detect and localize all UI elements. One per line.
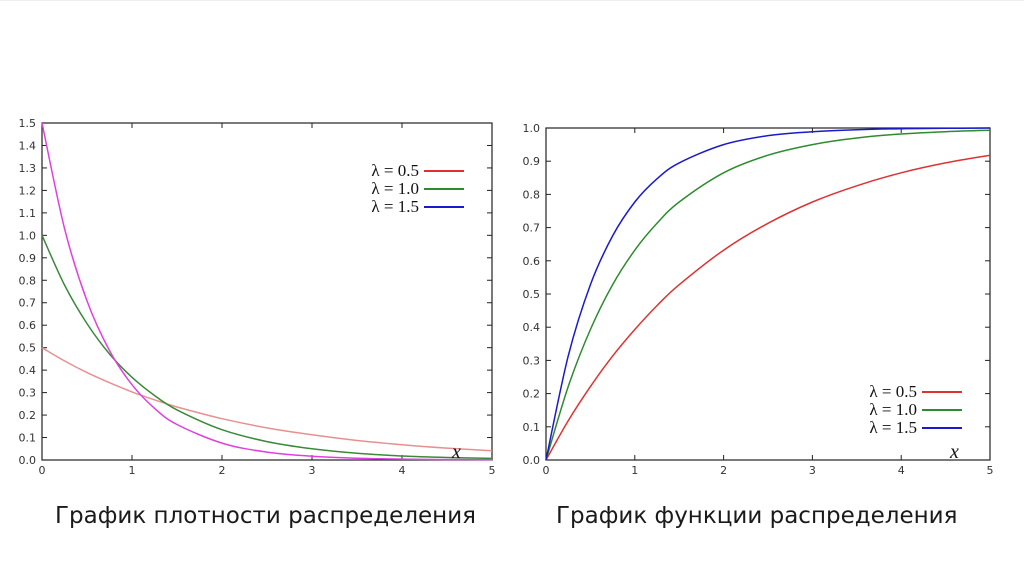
y-tick-label: 1.0 (523, 122, 541, 135)
y-tick-label: 0.5 (19, 342, 37, 355)
x-tick-label: 4 (898, 464, 905, 477)
top-divider (0, 0, 1024, 1)
x-tick-label: 2 (219, 464, 226, 477)
x-tick-label: 0 (39, 464, 46, 477)
x-axis-label: x (451, 441, 461, 463)
density-chart: 0.0 0.1 0.2 0.3 0.4 0.5 0.6 0.7 0.8 0.9 1.0 1.1 1.2 1… (19, 117, 496, 477)
legend-label-0: λ = 0.5 (869, 382, 917, 401)
plot-frame (41, 122, 493, 461)
y-tick-label: 0.0 (523, 454, 541, 467)
series-line-2 (545, 127, 991, 461)
y-tick-label: 0.0 (19, 454, 37, 467)
y-tick-label: 0.1 (523, 421, 541, 434)
y-tick-label: 1.3 (19, 162, 37, 175)
y-tick-label: 0.6 (19, 319, 37, 332)
x-tick-label: 5 (987, 464, 994, 477)
x-tick-label: 4 (399, 464, 406, 477)
y-tick-label: 0.4 (19, 364, 37, 377)
x-tick-label: 1 (129, 464, 136, 477)
legend-label-2: λ = 1.5 (869, 418, 917, 437)
x-tick-label: 5 (489, 464, 496, 477)
legend-label-1: λ = 1.0 (869, 400, 917, 419)
legend-label-2: λ = 1.5 (371, 197, 419, 216)
series-line-2 (41, 122, 493, 461)
y-tick-label: 0.6 (523, 255, 541, 268)
y-tick-label: 0.5 (523, 288, 541, 301)
y-tick-label: 0.8 (19, 274, 37, 287)
x-tick-label: 2 (720, 464, 727, 477)
y-tick-label: 1.5 (19, 117, 37, 130)
density-chart-caption: График плотности распределения (55, 503, 477, 529)
series-line-1 (41, 234, 493, 460)
y-tick-label: 1.1 (19, 207, 37, 220)
y-tick-label: 0.9 (523, 155, 541, 168)
legend-label-0: λ = 0.5 (371, 161, 419, 180)
x-tick-label: 3 (309, 464, 316, 477)
x-tick-label: 3 (809, 464, 816, 477)
y-tick-label: 0.9 (19, 252, 37, 265)
x-tick-label: 1 (631, 464, 638, 477)
y-tick-label: 0.7 (19, 297, 37, 310)
y-tick-label: 0.1 (19, 432, 37, 445)
y-tick-label: 0.2 (523, 388, 541, 401)
y-tick-label: 0.7 (523, 222, 541, 235)
y-tick-label: 0.3 (19, 387, 37, 400)
cdf-chart-caption: График функции распределения (556, 503, 958, 529)
y-tick-label: 0.8 (523, 188, 541, 201)
x-tick-label: 0 (543, 464, 550, 477)
y-tick-label: 0.4 (523, 321, 541, 334)
y-tick-label: 1.4 (19, 139, 37, 152)
y-tick-label: 0.2 (19, 409, 37, 422)
series-line-0 (545, 154, 991, 461)
x-axis-label: x (949, 441, 959, 463)
series-line-0 (41, 347, 493, 452)
series-line-1 (545, 129, 991, 461)
legend-label-1: λ = 1.0 (371, 179, 419, 198)
y-tick-label: 1.0 (19, 229, 37, 242)
y-tick-label: 1.2 (19, 184, 37, 197)
y-tick-label: 0.3 (523, 354, 541, 367)
cdf-chart: 0.0 0.1 0.2 0.3 0.4 0.5 0.6 0.7 0.8 0.9 1.0 0 1 2 3 4 5 x… (523, 122, 994, 477)
plot-frame (545, 127, 991, 461)
